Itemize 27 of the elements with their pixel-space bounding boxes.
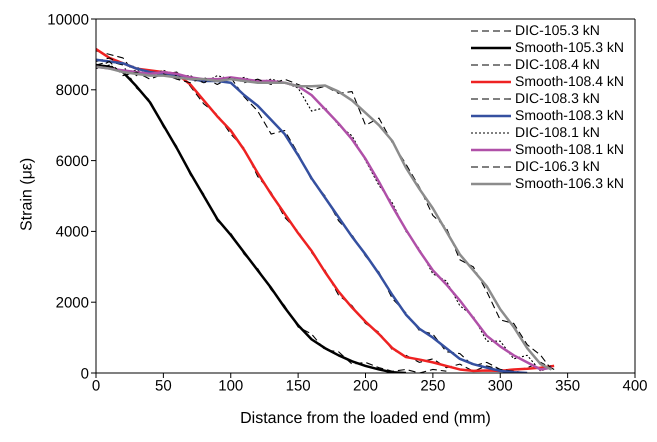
legend-label: DIC-105.3 kN <box>515 22 600 39</box>
x-tick-label: 200 <box>352 378 378 395</box>
y-tick-label: 8000 <box>56 82 89 100</box>
legend-label: DIC-108.1 kN <box>515 124 600 141</box>
x-tick-label: 150 <box>286 378 311 395</box>
legend-label: DIC-106.3 kN <box>515 158 600 175</box>
x-tick-label: 100 <box>218 378 244 395</box>
y-tick-label: 4000 <box>56 224 89 241</box>
y-tick-label: 10000 <box>47 11 89 28</box>
legend-label: DIC-108.4 kN <box>515 56 600 73</box>
x-tick-label: 400 <box>622 378 648 395</box>
x-axis-title: Distance from the loaded end (mm) <box>240 410 491 427</box>
x-tick-label: 50 <box>155 378 172 395</box>
x-tick-label: 300 <box>488 378 513 395</box>
y-tick-label: 0 <box>80 365 89 382</box>
legend-label: Smooth-105.3 kN <box>515 39 624 56</box>
legend-label: Smooth-108.3 kN <box>515 107 624 124</box>
y-tick-label: 2000 <box>56 294 89 312</box>
legend-label: Smooth-106.3 kN <box>515 175 624 192</box>
x-tick-label: 0 <box>92 378 100 395</box>
y-tick-label: 6000 <box>56 152 89 170</box>
legend-label: Smooth-108.4 kN <box>515 73 624 90</box>
x-tick-label: 250 <box>420 378 446 395</box>
legend-label: DIC-108.3 kN <box>515 90 600 107</box>
y-axis-title: Strain (με) <box>18 158 36 231</box>
legend-label: Smooth-108.1 kN <box>515 141 624 158</box>
x-tick-label: 350 <box>555 378 580 395</box>
